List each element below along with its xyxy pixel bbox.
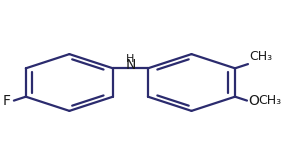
Text: O: O [248,94,259,108]
Text: F: F [3,94,11,108]
Text: N: N [125,58,135,72]
Text: CH₃: CH₃ [249,50,272,63]
Text: H: H [126,54,135,64]
Text: CH₃: CH₃ [258,94,281,107]
